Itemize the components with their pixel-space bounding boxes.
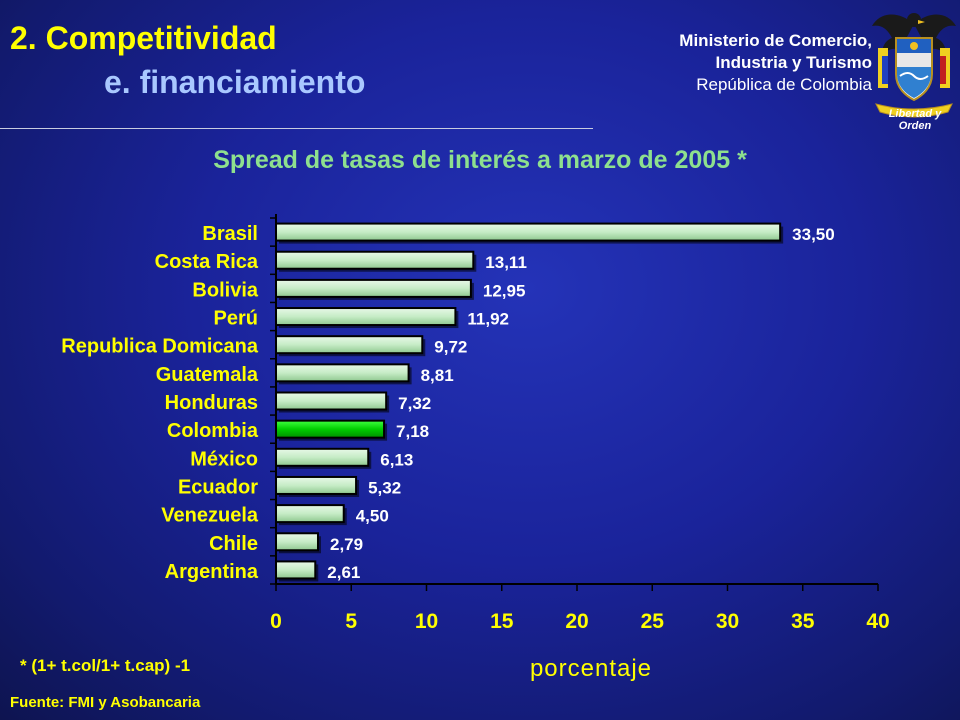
bar-chile — [275, 532, 319, 552]
value-label: 8,81 — [421, 366, 454, 385]
category-label: Brasil — [202, 223, 258, 245]
x-tick-label: 30 — [716, 610, 739, 633]
value-label: 5,32 — [368, 478, 401, 497]
bar-argentina — [275, 560, 317, 580]
x-tick-label: 5 — [345, 610, 357, 633]
category-label: Colombia — [167, 420, 259, 442]
x-tick-label: 20 — [565, 610, 588, 633]
section-title: 2. Competitividad — [10, 20, 277, 56]
bar-venezuela — [275, 504, 345, 524]
x-axis-label: porcentaje — [530, 655, 652, 682]
x-tick-label: 15 — [490, 610, 514, 633]
footnote: * (1+ t.col/1+ t.cap) -1 — [20, 656, 191, 675]
value-label: 33,50 — [792, 225, 835, 244]
value-label: 12,95 — [483, 281, 526, 300]
bar-honduras — [275, 391, 388, 411]
bar-ecuador — [275, 475, 358, 495]
category-label: Bolivia — [192, 279, 258, 301]
category-label: México — [190, 448, 258, 470]
category-label: Honduras — [165, 392, 258, 414]
section-subtitle: e. financiamiento — [104, 64, 366, 100]
ministry-line-3: República de Colombia — [696, 75, 872, 94]
bar-costa-rica — [275, 250, 475, 270]
value-label: 11,92 — [467, 310, 509, 329]
category-label: Guatemala — [156, 364, 259, 386]
value-label: 13,11 — [485, 253, 527, 272]
x-tick-label: 40 — [866, 610, 889, 633]
category-label: Republica Domicana — [61, 336, 259, 358]
ministry-line-1: Ministerio de Comercio, — [679, 31, 872, 50]
bar-guatemala — [275, 363, 410, 383]
motto-text: Libertad y Orden — [888, 108, 942, 132]
category-label: Venezuela — [161, 505, 259, 527]
category-label: Chile — [209, 533, 258, 555]
category-label: Costa Rica — [155, 251, 259, 273]
bar-colombia — [275, 419, 386, 439]
value-label: 2,79 — [330, 535, 363, 554]
category-label: Perú — [214, 308, 258, 330]
value-label: 9,72 — [434, 338, 467, 357]
value-label: 7,32 — [398, 394, 431, 413]
title-divider — [0, 128, 593, 129]
bar-republica-domicana — [275, 335, 424, 355]
ministry-line-2: Industria y Turismo — [715, 53, 873, 72]
colombia-coat-of-arms-icon — [872, 13, 956, 118]
x-tick-label: 10 — [415, 610, 438, 633]
x-tick-label: 0 — [270, 610, 282, 633]
category-label: Argentina — [165, 561, 259, 583]
bar-bolivia — [275, 278, 472, 298]
bar-brasil — [275, 222, 782, 242]
chart-title: Spread de tasas de interés a marzo de 20… — [213, 146, 747, 174]
ministry-block: Ministerio de Comercio, Industria y Turi… — [679, 30, 872, 96]
source-note: Fuente: FMI y Asobancaria — [10, 694, 201, 711]
x-tick-label: 25 — [641, 610, 665, 633]
value-label: 2,61 — [327, 563, 360, 582]
value-label: 4,50 — [356, 507, 389, 526]
value-label: 6,13 — [380, 450, 413, 469]
category-label: Ecuador — [178, 476, 258, 498]
value-label: 7,18 — [396, 422, 429, 441]
bar-perú — [275, 307, 457, 327]
x-tick-label: 35 — [791, 610, 815, 633]
bar-méxico — [275, 447, 370, 467]
